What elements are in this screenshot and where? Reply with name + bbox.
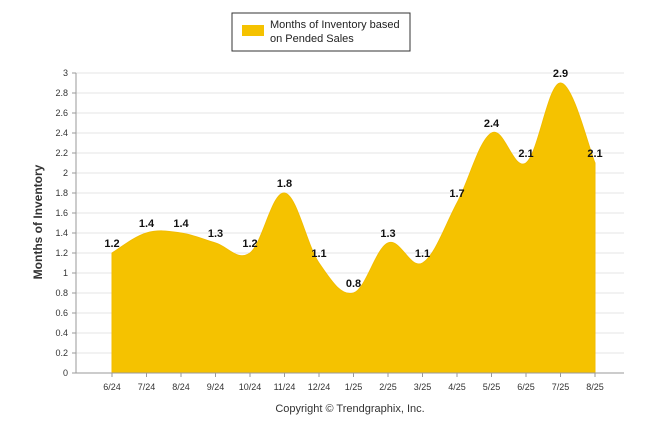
- area-fill: [111, 82, 596, 374]
- legend-label-line2: on Pended Sales: [270, 33, 354, 45]
- data-label: 1.2: [242, 238, 257, 250]
- y-tick-label: 1: [63, 268, 68, 278]
- data-label: 1.3: [208, 228, 223, 240]
- data-label: 2.4: [484, 118, 500, 130]
- data-label: 1.1: [311, 248, 326, 260]
- copyright-text: Copyright © Trendgraphix, Inc.: [275, 403, 424, 415]
- area-series: [111, 82, 596, 374]
- legend-label-line1: Months of Inventory based: [270, 19, 400, 31]
- x-tick-label: 6/25: [517, 382, 535, 392]
- x-tick-label: 1/25: [345, 382, 363, 392]
- data-label: 2.1: [518, 148, 533, 160]
- data-label: 0.8: [346, 278, 361, 290]
- y-tick-label: 0.4: [55, 328, 68, 338]
- y-tick-label: 0.8: [55, 288, 68, 298]
- data-label: 1.4: [173, 218, 189, 230]
- y-tick-label: 1.6: [55, 208, 68, 218]
- x-tick-label: 7/25: [552, 382, 570, 392]
- y-tick-label: 2.6: [55, 108, 68, 118]
- x-tick-label: 11/24: [274, 382, 296, 392]
- y-axis-title: Months of Inventory: [31, 164, 45, 279]
- x-tick-label: 7/24: [138, 382, 156, 392]
- data-label: 2.1: [587, 148, 602, 160]
- y-tick-label: 2.4: [55, 128, 68, 138]
- y-tick-label: 1.4: [55, 228, 68, 238]
- y-tick-label: 2: [63, 168, 68, 178]
- data-label: 2.9: [553, 68, 568, 80]
- data-label: 1.3: [380, 228, 395, 240]
- x-tick-label: 5/25: [483, 382, 501, 392]
- y-tick-label: 1.2: [55, 248, 68, 258]
- axes: [75, 73, 624, 377]
- y-tick-label: 0.2: [55, 348, 68, 358]
- legend-swatch: [242, 25, 264, 36]
- y-tick-label: 0.6: [55, 308, 68, 318]
- legend: Months of Inventory based on Pended Sale…: [231, 12, 411, 52]
- x-tick-label: 12/24: [308, 382, 331, 392]
- data-label: 1.8: [277, 178, 292, 190]
- x-tick-label: 6/24: [103, 382, 121, 392]
- data-label: 1.4: [139, 218, 155, 230]
- data-label: 1.1: [415, 248, 430, 260]
- data-labels: 1.2 1.4 1.4 1.3 1.2 1.8 1.1 0.8 1.3 1.1 1.7 2.4 2.1 2…: [104, 68, 602, 290]
- x-tick-label: 4/25: [448, 382, 466, 392]
- y-tick-label: 1.8: [55, 188, 68, 198]
- x-tick-labels: 6/24 7/24 8/24 9/24 10/24 11/24 12/24 1/25 2/25 3…: [103, 382, 604, 392]
- data-label: 1.7: [449, 188, 464, 200]
- x-tick-label: 8/24: [172, 382, 190, 392]
- y-tick-label: 0: [63, 368, 68, 378]
- x-tick-label: 9/24: [207, 382, 225, 392]
- data-label: 1.2: [104, 238, 119, 250]
- x-tick-label: 2/25: [379, 382, 397, 392]
- y-tick-label: 2.2: [55, 148, 68, 158]
- x-tick-label: 8/25: [586, 382, 604, 392]
- x-tick-label: 10/24: [239, 382, 262, 392]
- x-tick-label: 3/25: [414, 382, 432, 392]
- y-tick-label: 2.8: [55, 88, 68, 98]
- y-tick-labels: 0 0.2 0.4 0.6 0.8 1 1.2 1.4 1.6 1.8 2 2.2 2.4 2.6 2.8 3: [55, 68, 68, 378]
- y-tick-label: 3: [63, 68, 68, 78]
